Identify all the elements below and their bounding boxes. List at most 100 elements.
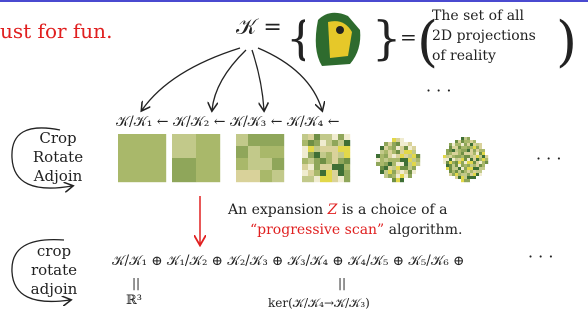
pixel	[455, 152, 458, 155]
k-equals: 𝒦 =	[236, 15, 282, 40]
pixel	[482, 179, 485, 182]
pixel	[314, 140, 320, 146]
pixel	[473, 140, 476, 143]
pixel	[476, 158, 479, 161]
pixel	[404, 170, 408, 174]
pixel	[412, 142, 416, 146]
pixel	[396, 166, 400, 170]
pixel	[372, 146, 376, 150]
pixel	[446, 149, 449, 152]
pixel	[248, 158, 260, 170]
pixel	[458, 158, 461, 161]
pixel	[452, 146, 455, 149]
pixel	[272, 158, 284, 170]
pixel	[455, 179, 458, 182]
pixel	[384, 150, 388, 154]
pixel	[338, 152, 344, 158]
pixel	[443, 155, 446, 158]
pixel	[344, 164, 350, 170]
pixel	[272, 134, 284, 146]
heading: ust for fun.	[0, 19, 112, 43]
pixel	[443, 161, 446, 164]
pixel	[482, 176, 485, 179]
pixel	[380, 170, 384, 174]
pixel	[473, 137, 476, 140]
pixel	[392, 138, 396, 142]
pixel	[320, 146, 326, 152]
pixel	[344, 170, 350, 176]
pixel	[464, 152, 467, 155]
pixel	[455, 134, 458, 137]
pixel	[455, 146, 458, 149]
pixel	[380, 174, 384, 178]
pixel	[485, 170, 488, 173]
pixel	[338, 146, 344, 152]
pixel	[452, 176, 455, 179]
pixel	[461, 161, 464, 164]
pixel	[440, 149, 443, 152]
pixel	[408, 154, 412, 158]
pixel	[372, 138, 376, 142]
pixel	[302, 176, 308, 182]
text: algorithm.	[384, 222, 462, 238]
pixel	[302, 164, 308, 170]
pixel	[443, 146, 446, 149]
pixel	[320, 170, 326, 176]
pixel	[479, 164, 482, 167]
pixel	[479, 149, 482, 152]
pixel	[380, 138, 384, 142]
pixel	[467, 140, 470, 143]
pixel	[479, 134, 482, 137]
pixel	[372, 174, 376, 178]
pixel	[404, 154, 408, 158]
pixel	[458, 152, 461, 155]
pixel	[440, 137, 443, 140]
pixel	[443, 140, 446, 143]
pixel	[314, 134, 320, 140]
pixel	[372, 154, 376, 158]
pixel	[380, 150, 384, 154]
pixel	[388, 142, 392, 146]
pixel	[446, 167, 449, 170]
pixel	[446, 137, 449, 140]
pixel	[461, 146, 464, 149]
set-description: 2D projections	[432, 28, 536, 44]
pixel	[416, 158, 420, 162]
expansion-text: An expansion Z is a choice of a	[227, 202, 447, 218]
pixel	[380, 146, 384, 150]
pixel	[344, 134, 350, 140]
pixel	[452, 158, 455, 161]
pixel	[485, 143, 488, 146]
pixel	[400, 154, 404, 158]
pixel	[461, 149, 464, 152]
pixel	[326, 158, 332, 164]
pixel	[308, 152, 314, 158]
pixel	[440, 143, 443, 146]
pixel	[372, 162, 376, 166]
pixel	[388, 134, 392, 138]
pixel	[479, 170, 482, 173]
pixel	[196, 158, 220, 182]
pixel	[412, 150, 416, 154]
pixel	[479, 179, 482, 182]
ellipsis: · · ·	[528, 247, 553, 266]
pixel	[314, 164, 320, 170]
pixel	[440, 179, 443, 182]
pixel	[404, 162, 408, 166]
pixel	[236, 170, 248, 182]
pixel	[485, 158, 488, 161]
pixel	[272, 170, 284, 182]
pixel	[470, 167, 473, 170]
pixel	[408, 162, 412, 166]
pixel	[467, 161, 470, 164]
pixel	[458, 149, 461, 152]
pixel	[326, 134, 332, 140]
pixel	[473, 134, 476, 137]
pixel	[416, 138, 420, 142]
pixel	[446, 152, 449, 155]
pixel	[470, 161, 473, 164]
pixel	[449, 149, 452, 152]
pixel	[476, 140, 479, 143]
pixel	[470, 149, 473, 152]
pixel	[476, 146, 479, 149]
